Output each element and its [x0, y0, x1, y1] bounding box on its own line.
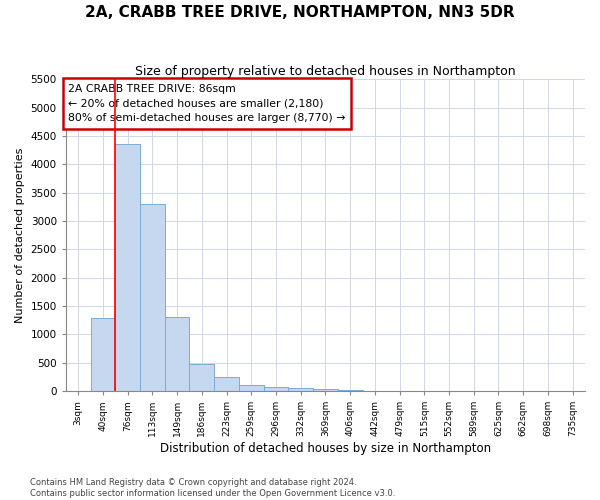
Text: 2A, CRABB TREE DRIVE, NORTHAMPTON, NN3 5DR: 2A, CRABB TREE DRIVE, NORTHAMPTON, NN3 5… [85, 5, 515, 20]
Bar [289, 388, 313, 391]
Bar [91, 318, 115, 391]
Bar [140, 204, 165, 391]
Y-axis label: Number of detached properties: Number of detached properties [15, 148, 25, 323]
Text: 2A CRABB TREE DRIVE: 86sqm
← 20% of detached houses are smaller (2,180)
80% of s: 2A CRABB TREE DRIVE: 86sqm ← 20% of deta… [68, 84, 346, 124]
Text: Contains HM Land Registry data © Crown copyright and database right 2024.
Contai: Contains HM Land Registry data © Crown c… [30, 478, 395, 498]
Bar [313, 390, 338, 391]
Bar [338, 390, 362, 391]
X-axis label: Distribution of detached houses by size in Northampton: Distribution of detached houses by size … [160, 442, 491, 455]
Bar [263, 386, 289, 391]
Bar [190, 364, 214, 391]
Bar [115, 144, 140, 391]
Title: Size of property relative to detached houses in Northampton: Size of property relative to detached ho… [135, 65, 516, 78]
Bar [239, 386, 263, 391]
Bar [165, 318, 190, 391]
Bar [214, 378, 239, 391]
